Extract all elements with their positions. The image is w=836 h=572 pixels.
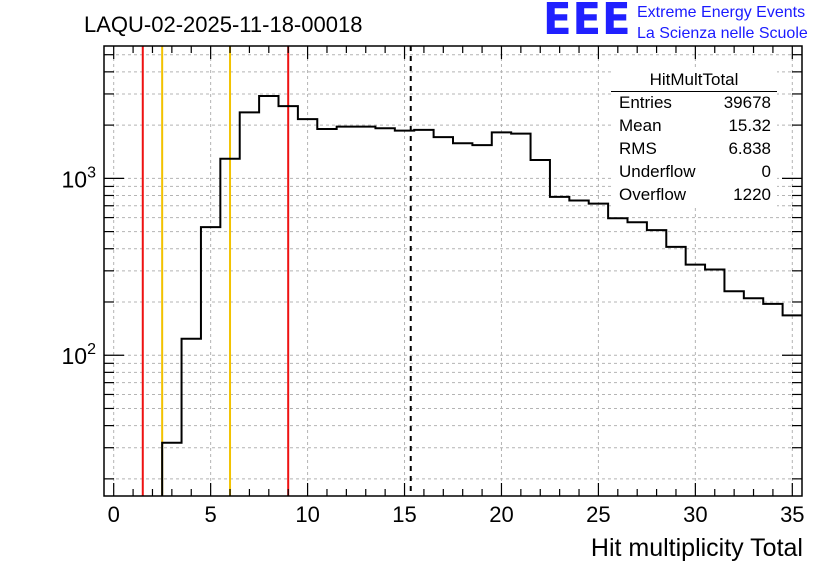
stats-value: 39678: [723, 93, 771, 112]
y-tick-label: 102: [62, 341, 97, 369]
histogram-bin: [298, 119, 317, 496]
y-tick-label: 103: [62, 164, 97, 192]
stats-divider: [611, 91, 777, 92]
histogram-bin: [220, 159, 239, 496]
stats-label: Entries: [619, 93, 672, 112]
x-tick-label: 15: [392, 502, 416, 527]
stats-row-rms: RMS 6.838: [619, 139, 771, 163]
run-title: LAQU-02-2025-11-18-00018: [84, 12, 363, 37]
histogram-bin: [375, 128, 394, 496]
histogram-bin: [511, 134, 530, 496]
histogram-outline: [161, 95, 802, 496]
stats-row-overflow: Overflow 1220: [619, 185, 771, 209]
histogram-bin: [763, 304, 782, 496]
histogram-bin: [356, 127, 375, 496]
eee-logo-mark: EEE: [543, 0, 632, 45]
histogram-bin: [589, 204, 608, 496]
histogram-bin: [647, 230, 666, 496]
histogram-bin: [201, 227, 220, 496]
histogram-bin: [666, 247, 685, 496]
stats-label: Overflow: [619, 185, 687, 204]
stats-box: HitMultTotal Entries 39678 Mean 15.32 RM…: [611, 70, 777, 207]
histogram-bin: [395, 131, 414, 496]
stats-value: 6.838: [728, 139, 771, 158]
y-tick-label-base: 10: [62, 166, 88, 192]
histogram-bin: [686, 265, 705, 496]
histogram-bin: [240, 112, 259, 496]
stats-row-mean: Mean 15.32: [619, 116, 771, 140]
axis-ticks: [104, 46, 802, 496]
logo-line1: Extreme Energy Events: [637, 4, 806, 21]
stats-value: 0: [761, 162, 771, 181]
histogram-bin: [783, 315, 802, 496]
x-axis-title: Hit multiplicity Total: [590, 534, 803, 562]
stats-row-underflow: Underflow 0: [619, 162, 771, 186]
x-tick-label: 30: [683, 502, 707, 527]
y-tick-label-exponent: 2: [87, 341, 96, 358]
y-tick-label-exponent: 3: [87, 164, 96, 181]
histogram-layer: [161, 95, 802, 496]
x-tick-label: 20: [489, 502, 513, 527]
histogram-bin: [453, 143, 472, 496]
histogram-bin: [628, 222, 647, 496]
histogram-bin: [472, 145, 491, 496]
histogram-bin: [337, 127, 356, 496]
logo-line2: La Scienza nelle Scuole: [637, 25, 808, 42]
stats-value: 15.32: [728, 116, 771, 135]
histogram-bin: [434, 137, 453, 496]
histogram-bin: [531, 160, 550, 496]
reference-lines: [141, 46, 412, 496]
stats-label: Mean: [619, 116, 662, 135]
histogram-bin: [317, 129, 336, 496]
x-tick-label: 35: [780, 502, 804, 527]
histogram-bin: [569, 200, 588, 496]
stats-row-entries: Entries 39678: [619, 93, 771, 117]
histogram-bin: [162, 443, 181, 496]
histogram-bin: [550, 197, 569, 496]
histogram-bin: [279, 106, 298, 496]
stats-label: Underflow: [619, 162, 696, 181]
x-tick-label: 10: [295, 502, 319, 527]
histogram-bin: [182, 339, 201, 496]
histogram-bin: [492, 132, 511, 496]
y-tick-label-base: 10: [62, 343, 88, 369]
histogram-bin: [724, 291, 743, 496]
histogram-bin: [705, 270, 724, 496]
stats-value: 1220: [733, 185, 771, 204]
histogram-bin: [608, 218, 627, 496]
histogram-bin: [744, 298, 763, 496]
stats-label: RMS: [619, 139, 657, 158]
histogram-bin: [259, 96, 278, 496]
x-tick-label: 5: [205, 502, 217, 527]
stats-title: HitMultTotal: [649, 70, 739, 89]
x-tick-label: 0: [108, 502, 120, 527]
histogram-bin: [414, 130, 433, 496]
x-tick-label: 25: [586, 502, 610, 527]
eee-logo: EEE Extreme Energy Events La Scienza nel…: [543, 0, 833, 45]
